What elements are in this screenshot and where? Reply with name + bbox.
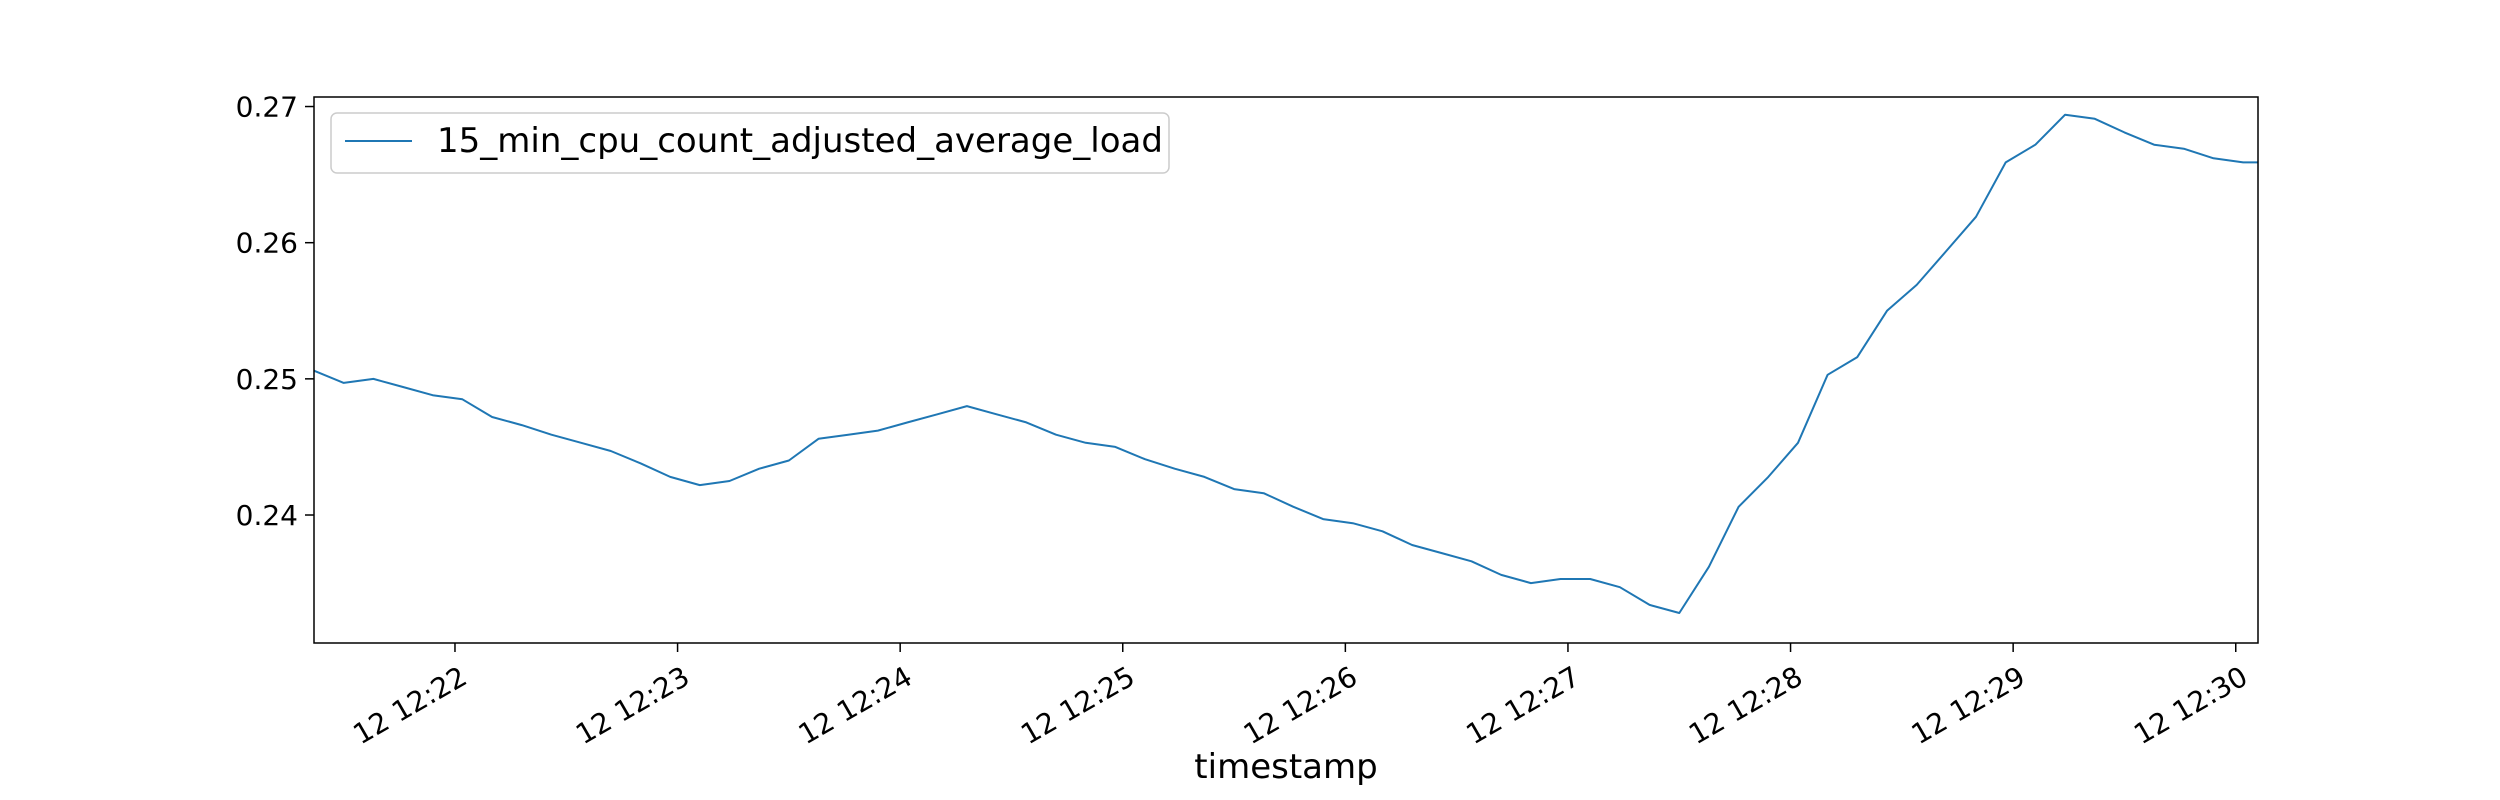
- legend-box: [330, 112, 1170, 174]
- x-tick-label: 12 12:29: [1906, 660, 2031, 751]
- series-line-layer: [313, 113, 2258, 614]
- x-tick-label: 12 12:27: [1460, 660, 1585, 751]
- x-axis: 12 12:22 12 12:23 12 12:24 12 12:25 12 12:26…: [348, 643, 2253, 751]
- y-tick-label: 0.24: [236, 499, 298, 532]
- x-tick-label: 12 12:26: [1238, 660, 1363, 751]
- y-axis: 0.24 0.25 0.26 0.27: [236, 91, 314, 532]
- x-tick-label: 12 12:30: [2128, 660, 2253, 751]
- plot-frame: [313, 96, 2259, 644]
- y-tick-label: 0.25: [236, 363, 298, 396]
- x-tick-label: 12 12:28: [1683, 660, 1808, 751]
- y-tick-label: 0.27: [236, 91, 298, 124]
- x-tick-label: 12 12:24: [793, 660, 918, 751]
- y-tick-label: 0.26: [236, 227, 298, 260]
- legend-label: 15_min_cpu_count_adjusted_average_load: [437, 121, 1163, 161]
- plot-area: [314, 97, 2258, 643]
- x-tick-label: 12 12:25: [1015, 660, 1140, 751]
- series-line-0: [313, 113, 2258, 614]
- legend: 15_min_cpu_count_adjusted_average_load: [330, 112, 1170, 174]
- x-tick-label: 12 12:23: [570, 660, 695, 751]
- x-tick-label: 12 12:22: [348, 660, 473, 751]
- x-axis-title: timestamp: [1194, 747, 1377, 787]
